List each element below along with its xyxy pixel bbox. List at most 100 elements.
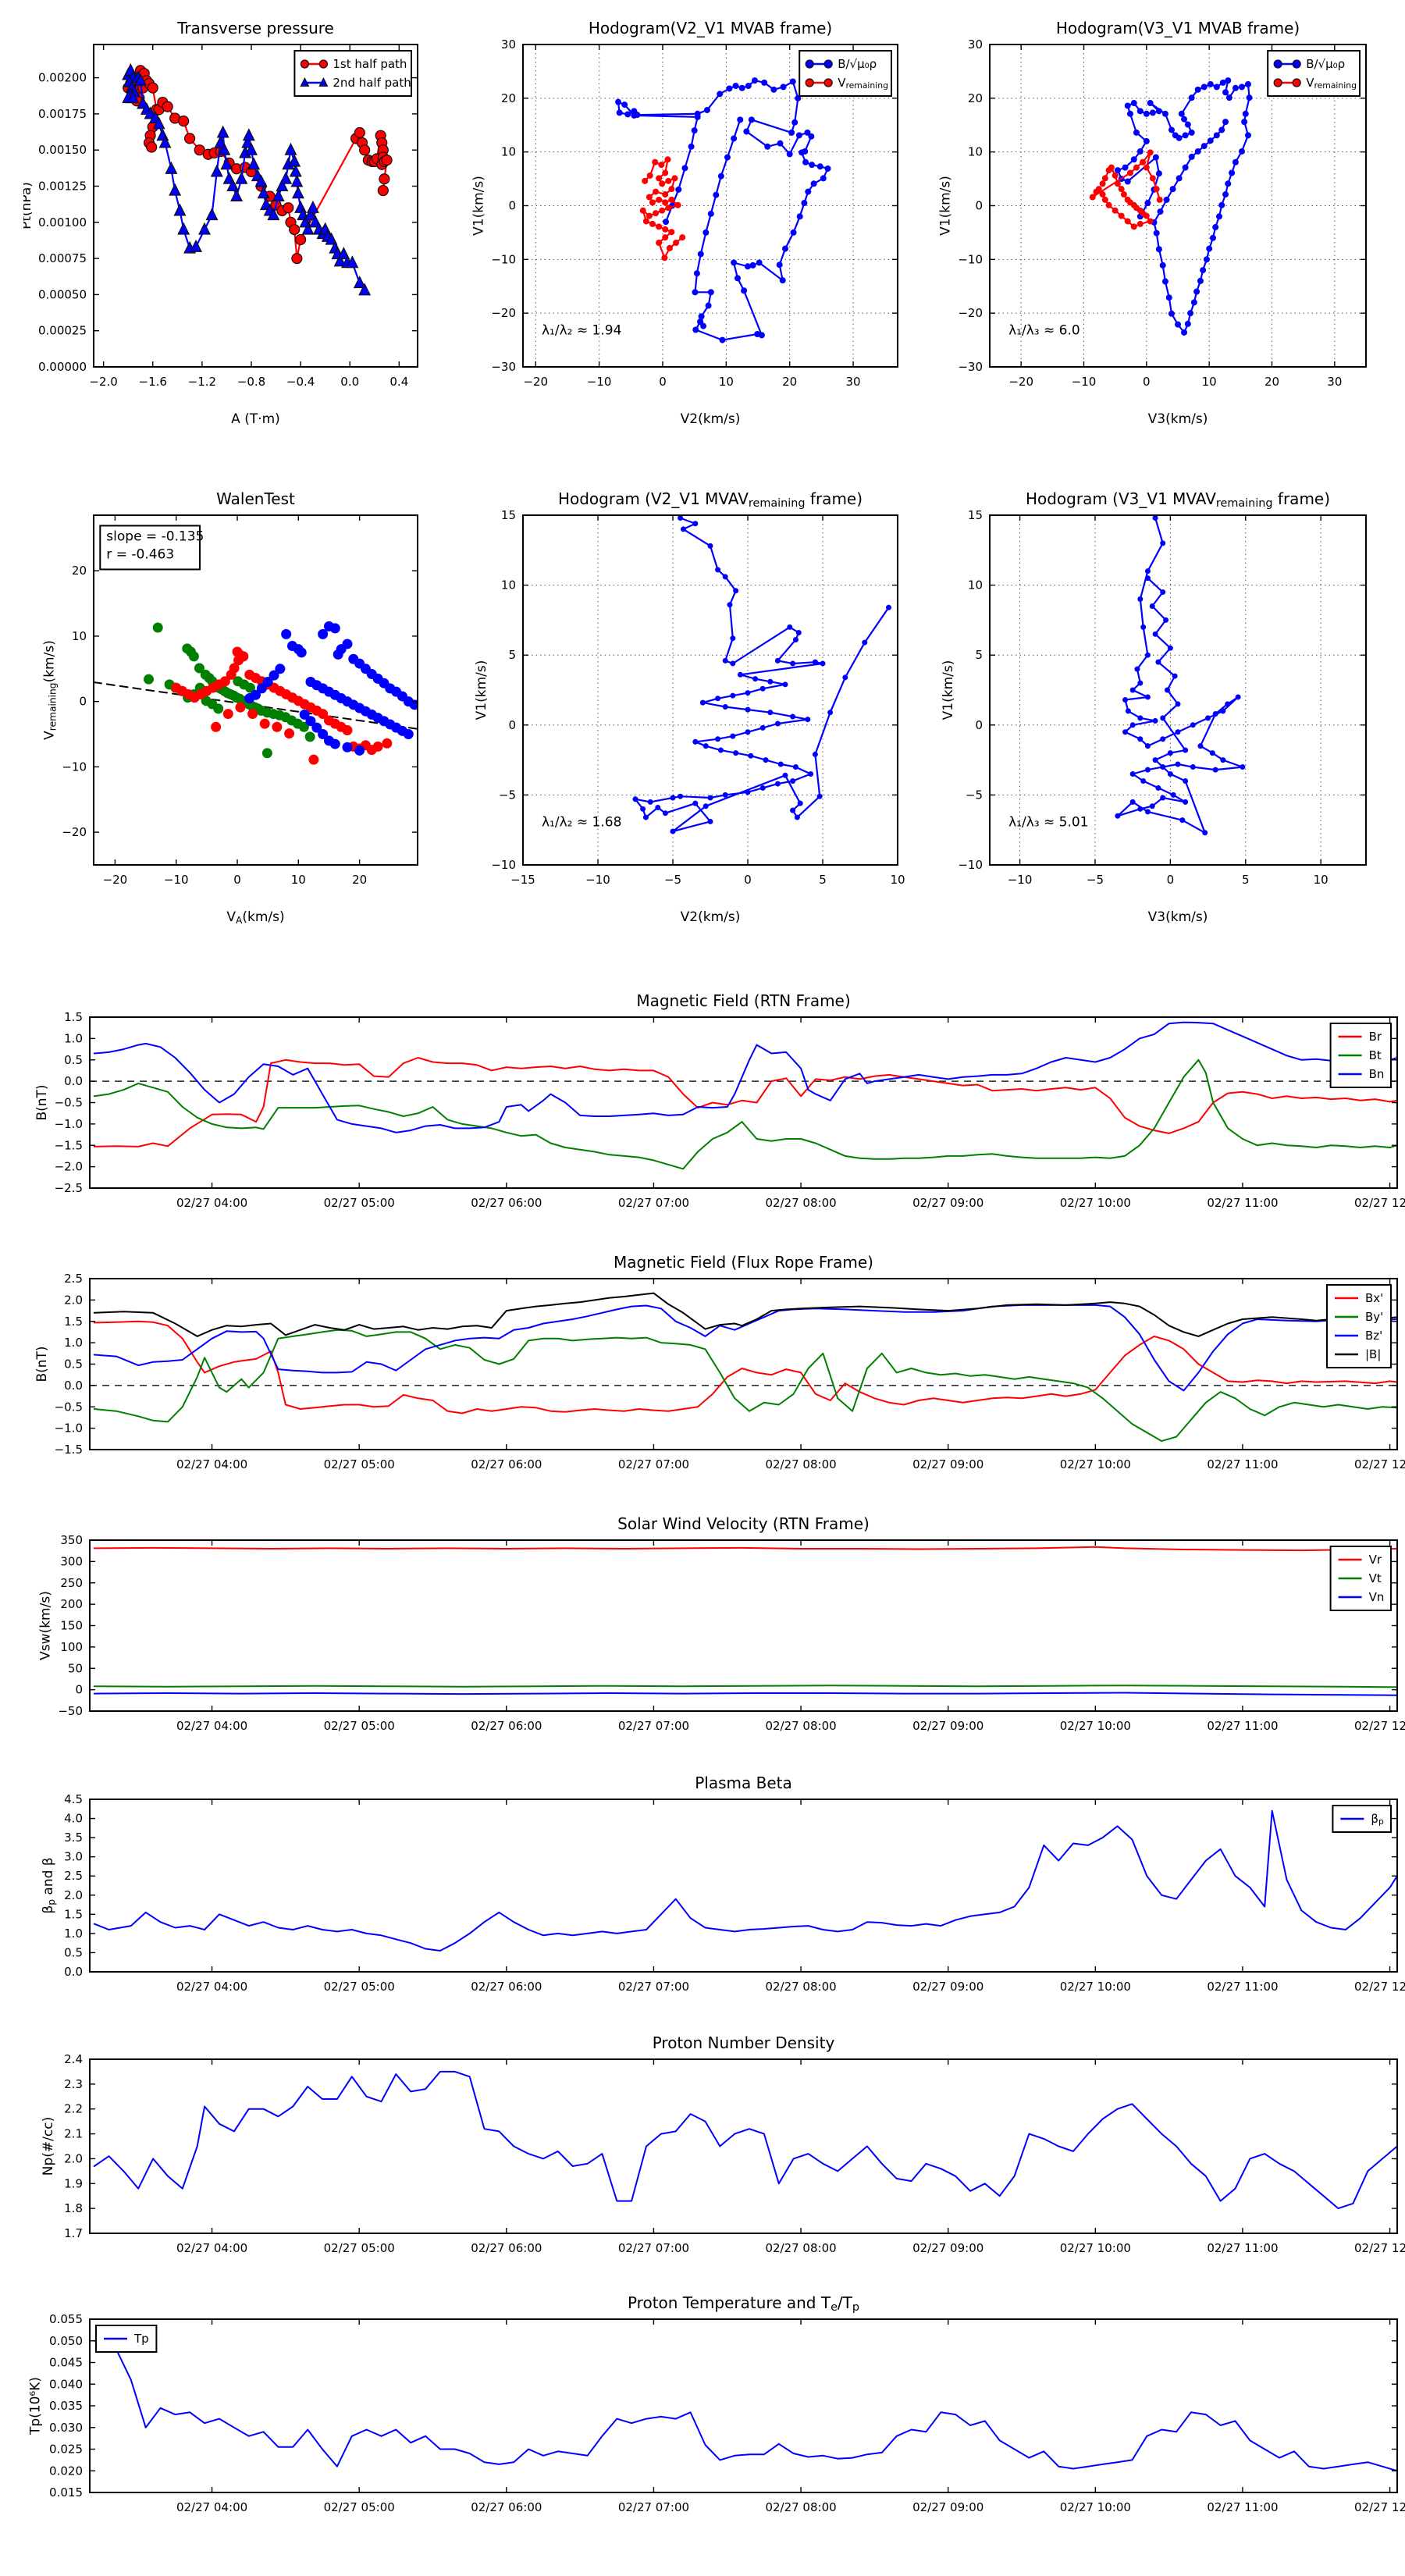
chart-title: Hodogram (V2_V1 MVAVremaining frame) — [558, 489, 863, 510]
svg-text:−30: −30 — [958, 360, 983, 374]
svg-text:20: 20 — [501, 91, 516, 105]
svg-text:20: 20 — [352, 873, 367, 887]
hodogram-v3v1-mvav-svg: −10 −5 0 5 10 −10 −5 0 5 10 15 Hodogram (V3_V1 MVAV… — [941, 489, 1367, 925]
svg-text:30: 30 — [501, 37, 516, 52]
svg-text:B/√μ₀ρ: B/√μ₀ρ — [1306, 57, 1345, 71]
svg-text:02/27 09:00: 02/27 09:00 — [912, 2500, 984, 2514]
svg-text:02/27 10:00: 02/27 10:00 — [1060, 2500, 1131, 2514]
x-axis-label: VA(km/s) — [226, 909, 284, 926]
svg-text:0.035: 0.035 — [49, 2399, 83, 2413]
svg-text:−10: −10 — [62, 760, 87, 774]
svg-text:20: 20 — [968, 91, 983, 105]
chart-title: Hodogram(V3_V1 MVAB frame) — [1056, 19, 1300, 37]
svg-text:0.5: 0.5 — [64, 1053, 83, 1067]
svg-text:−0.8: −0.8 — [237, 375, 265, 389]
svg-text:1.0: 1.0 — [64, 1031, 83, 1045]
svg-text:10: 10 — [291, 873, 306, 887]
svg-text:2.4: 2.4 — [64, 2052, 83, 2066]
svg-text:−10: −10 — [1008, 873, 1033, 887]
hodogram-v2v1-mvav-subplot: −15 −10 −5 0 5 10 −10 −5 0 5 10 15 Hodogram (V2_V1 M… — [468, 468, 921, 976]
svg-text:−10: −10 — [491, 858, 516, 872]
proton-temperature-svg: 02/27 04:00 02/27 05:00 02/27 06:00 02/27 0… — [28, 2293, 1405, 2514]
y-axis-label: B(nT) — [34, 1346, 50, 1382]
svg-text:10: 10 — [968, 578, 983, 592]
svg-text:02/27 08:00: 02/27 08:00 — [765, 2500, 836, 2514]
svg-text:−10: −10 — [585, 873, 610, 887]
svg-text:0.015: 0.015 — [49, 2485, 83, 2500]
svg-text:−10: −10 — [587, 375, 612, 389]
hodogram-v3v1-mvab-subplot: −20 −10 0 10 20 30 −30 −20 −10 0 10 20 30 Hodogram(V3… — [937, 8, 1389, 511]
svg-text:Vr: Vr — [1369, 1553, 1382, 1567]
svg-text:−20: −20 — [62, 825, 87, 839]
legend: Vr Vt Vn — [1329, 1546, 1392, 1611]
proton-number-density-svg: 02/27 04:00 02/27 05:00 02/27 06:00 02/27 0… — [41, 2033, 1405, 2255]
svg-text:02/27 07:00: 02/27 07:00 — [618, 2500, 689, 2514]
y-axis-label: V1(km/s) — [937, 176, 953, 236]
svg-text:300: 300 — [60, 1554, 83, 1568]
svg-text:15: 15 — [968, 508, 983, 522]
svg-text:10: 10 — [501, 578, 516, 592]
svg-text:5: 5 — [819, 873, 827, 887]
annotation-text: λ₁/λ₂ ≈ 1.68 — [542, 815, 621, 831]
svg-text:350: 350 — [60, 1533, 83, 1547]
svg-text:B/√μ₀ρ: B/√μ₀ρ — [838, 57, 877, 71]
svg-text:5: 5 — [508, 648, 516, 662]
svg-text:−20: −20 — [523, 375, 548, 389]
svg-text:02/27 06:00: 02/27 06:00 — [471, 2241, 542, 2255]
svg-text:0: 0 — [659, 375, 667, 389]
svg-text:1st half path: 1st half path — [333, 57, 407, 71]
y-axis-label: Np(#/cc) — [41, 2117, 56, 2176]
svg-text:−1.5: −1.5 — [55, 1443, 83, 1457]
svg-text:−20: −20 — [958, 306, 983, 320]
solar-wind-velocity-svg: 02/27 04:00 02/27 05:00 02/27 06:00 02/27 0… — [37, 1514, 1405, 1733]
svg-text:Br: Br — [1369, 1030, 1382, 1044]
svg-text:−5: −5 — [499, 788, 516, 802]
hodogram-v3v1-mvab-svg: −20 −10 0 10 20 30 −30 −20 −10 0 10 20 30 Hodogram(V3… — [937, 19, 1367, 427]
svg-text:slope = -0.135: slope = -0.135 — [106, 528, 204, 544]
svg-text:02/27 11:00: 02/27 11:00 — [1207, 1457, 1278, 1471]
svg-text:0.00150: 0.00150 — [38, 143, 87, 157]
svg-text:2.3: 2.3 — [64, 2077, 83, 2091]
svg-text:Vremaining: Vremaining — [838, 76, 888, 91]
svg-text:02/27 12:00: 02/27 12:00 — [1354, 1980, 1405, 1994]
svg-text:02/27 12:00: 02/27 12:00 — [1354, 1457, 1405, 1471]
legend: B/√μ₀ρ Vremaining — [799, 50, 893, 97]
annotation-text: λ₁/λ₃ ≈ 6.0 — [1008, 323, 1080, 339]
svg-text:0.00125: 0.00125 — [38, 179, 87, 193]
svg-text:−2.5: −2.5 — [55, 1181, 83, 1195]
chart-title: Plasma Beta — [695, 1774, 792, 1792]
svg-text:02/27 12:00: 02/27 12:00 — [1354, 2500, 1405, 2514]
y-axis-label: V1(km/s) — [941, 660, 956, 720]
svg-text:−1.0: −1.0 — [55, 1117, 83, 1131]
svg-text:βp: βp — [1371, 1812, 1384, 1827]
svg-text:−0.4: −0.4 — [286, 375, 315, 389]
svg-text:0: 0 — [1143, 375, 1151, 389]
svg-text:02/27 12:00: 02/27 12:00 — [1354, 1196, 1405, 1210]
chart-title: Hodogram (V3_V1 MVAVremaining frame) — [1026, 489, 1330, 510]
svg-text:02/27 11:00: 02/27 11:00 — [1207, 2500, 1278, 2514]
svg-text:02/27 06:00: 02/27 06:00 — [471, 1457, 542, 1471]
svg-text:−50: −50 — [58, 1704, 83, 1718]
svg-text:2.2: 2.2 — [64, 2102, 83, 2116]
svg-text:0.040: 0.040 — [49, 2377, 83, 2391]
svg-text:−20: −20 — [491, 306, 516, 320]
svg-text:02/27 05:00: 02/27 05:00 — [324, 1719, 395, 1733]
svg-text:0: 0 — [1167, 873, 1175, 887]
y-axis-label: Vsw(km/s) — [37, 1591, 53, 1660]
hodogram-v2v1-mvab-subplot: −20 −10 0 10 20 30 −30 −20 −10 0 10 20 30 Hodogram(V2… — [468, 8, 921, 511]
svg-text:02/27 07:00: 02/27 07:00 — [618, 1457, 689, 1471]
chart-title: Proton Temperature and Te/Tp — [628, 2293, 859, 2314]
svg-text:02/27 08:00: 02/27 08:00 — [765, 1980, 836, 1994]
x-axis-label: V3(km/s) — [1148, 909, 1208, 925]
svg-text:0.0: 0.0 — [64, 1379, 83, 1393]
chart-title: WalenTest — [216, 489, 295, 508]
walen-test-subplot: −20 −10 0 10 20 −20 −10 0 10 20 WalenTest VA(km/s) V… — [23, 468, 461, 976]
svg-text:−10: −10 — [958, 858, 983, 872]
svg-text:02/27 07:00: 02/27 07:00 — [618, 1196, 689, 1210]
plasma-beta-chart: 02/27 04:00 02/27 05:00 02/27 06:00 02/27 0… — [23, 1762, 1405, 1998]
svg-text:0.045: 0.045 — [49, 2356, 83, 2370]
svg-text:0: 0 — [744, 873, 752, 887]
svg-text:0.0: 0.0 — [64, 1074, 83, 1088]
svg-text:1.7: 1.7 — [64, 2226, 83, 2240]
